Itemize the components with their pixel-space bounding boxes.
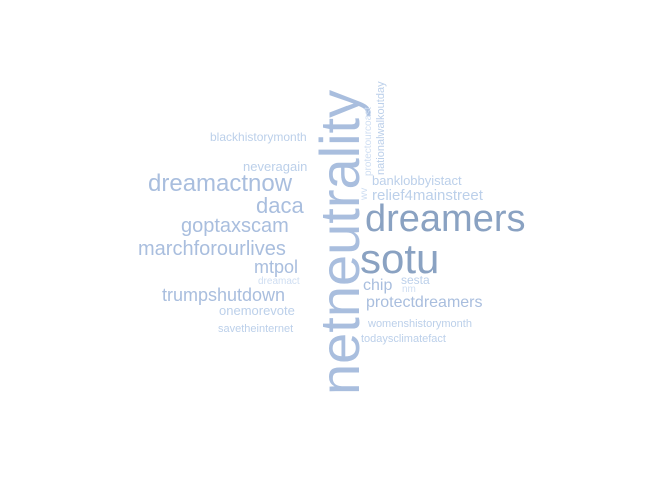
word-trumpshutdown: trumpshutdown bbox=[162, 285, 286, 305]
word-nationalwalkoutday: nationalwalkoutday bbox=[375, 81, 387, 175]
word-nm: nm bbox=[402, 284, 416, 295]
word-onemorevote: onemorevote bbox=[219, 303, 295, 318]
word-sotu: sotu bbox=[360, 235, 440, 282]
word-dreamact: dreamact bbox=[258, 276, 300, 287]
word-banklobbyistact: banklobbyistact bbox=[372, 173, 462, 188]
word-neveragain: neveragain bbox=[243, 159, 308, 174]
word-womenshistorymonth: womenshistorymonth bbox=[368, 318, 472, 330]
word-daca: daca bbox=[256, 193, 304, 218]
word-mtpol: mtpol bbox=[254, 257, 299, 277]
word-todaysclimatefact: todaysclimatefact bbox=[361, 333, 446, 345]
word-dreamactnow: dreamactnow bbox=[148, 170, 293, 197]
word-relief4mainstreet: relief4mainstreet bbox=[372, 187, 483, 204]
word-protectourcoast: protectourcoast bbox=[363, 107, 374, 176]
word-dreamers: dreamers bbox=[365, 198, 526, 240]
word-wv: wv bbox=[359, 187, 370, 200]
word-marchforourlives: marchforourlives bbox=[138, 238, 286, 260]
word-protectdreamers: protectdreamers bbox=[366, 294, 483, 311]
word-sesta: sesta bbox=[401, 273, 430, 287]
word-chip: chip bbox=[363, 277, 393, 294]
word-goptaxscam: goptaxscam bbox=[181, 215, 289, 237]
word-savetheinternet: savetheinternet bbox=[218, 323, 294, 335]
word-blackhistorymonth: blackhistorymonth bbox=[210, 130, 307, 144]
